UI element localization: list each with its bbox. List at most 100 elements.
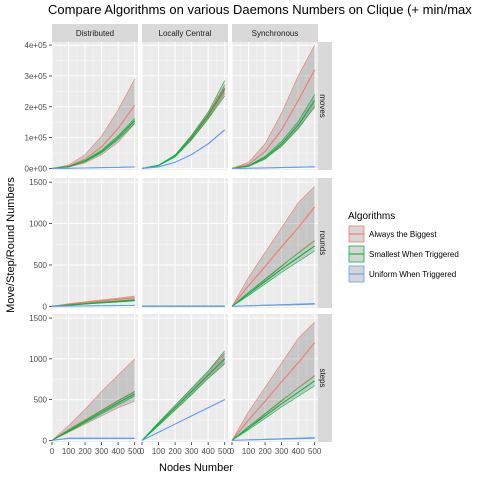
ribbon-always-the-biggest	[232, 186, 315, 307]
x-tick-label: 300	[95, 447, 109, 456]
mean-line-always-the-biggest	[51, 297, 135, 307]
strip-locally-central	[142, 24, 228, 42]
mean-line-smallest-when-triggered	[231, 380, 316, 441]
y-axis-title: Move/Step/Round Numbers	[5, 177, 17, 313]
ribbon-always-the-biggest	[52, 79, 135, 169]
x-tick-label: 100	[242, 447, 256, 456]
min-line-smallest-when-triggered	[141, 363, 225, 441]
panel-rounds-locally-central	[141, 178, 228, 308]
x-tick-label: 0	[140, 447, 145, 456]
mean-line-uniform-when-triggered	[141, 399, 225, 441]
y-tick-label: 2e+05	[25, 103, 48, 112]
x-tick-label: 500	[128, 447, 142, 456]
strip-moves	[314, 42, 332, 170]
x-tick-label: 200	[168, 447, 182, 456]
y-tick-label: 1e+05	[25, 134, 48, 143]
min-line-smallest-when-triggered	[231, 250, 315, 307]
strip-distributed	[52, 24, 138, 42]
legend-label: Uniform When Triggered	[369, 270, 456, 279]
mean-line-always-the-biggest	[231, 69, 316, 169]
y-tick-label: 0e+00	[25, 164, 48, 173]
panel-moves-locally-central	[141, 42, 228, 170]
panel-rounds-distributed: 0 500 1000 1500	[29, 178, 138, 311]
mean-line-smallest-when-triggered	[51, 393, 135, 441]
legend-label: Always the Biggest	[369, 230, 437, 239]
mean-line-always-the-biggest	[231, 342, 316, 441]
panel-background	[52, 178, 138, 308]
x-tick-label: 300	[185, 447, 199, 456]
ribbon-always-the-biggest	[232, 322, 315, 441]
strip-label: Synchronous	[252, 29, 299, 38]
mean-line-uniform-when-triggered	[51, 304, 135, 307]
y-tick-label: 3e+05	[25, 72, 48, 81]
ribbon-always-the-biggest	[52, 358, 135, 441]
max-line-smallest-when-triggered	[231, 240, 315, 307]
y-tick-label: 1500	[29, 314, 47, 323]
max-line-smallest-when-triggered	[231, 375, 315, 441]
x-tick-label: 200	[78, 447, 92, 456]
mean-line-uniform-when-triggered	[231, 437, 315, 441]
mean-line-uniform-when-triggered	[231, 303, 315, 307]
ribbon-smallest-when-triggered	[232, 240, 315, 307]
y-tick-label: 0	[43, 302, 48, 311]
x-axis-title: Nodes Number	[159, 462, 233, 474]
panel-moves-distributed: 0e+00 1e+05 2e+05 3e+05 4e+05	[25, 41, 138, 173]
y-tick-label: 4e+05	[25, 41, 48, 50]
panel-steps-synchronous: 0 100 200 300 400 500	[230, 314, 322, 456]
panel-background	[52, 42, 138, 170]
legend-item-smallest-when-triggered: Smallest When Triggered	[348, 245, 459, 263]
x-tick-label: 500	[218, 447, 232, 456]
y-tick-label: 0	[43, 436, 48, 445]
x-tick-label: 500	[308, 447, 322, 456]
panel-moves-synchronous	[231, 42, 318, 170]
strip-synchronous	[232, 24, 318, 42]
mean-line-uniform-when-triggered	[231, 166, 315, 170]
panel-background	[142, 178, 228, 308]
mean-line-uniform-when-triggered	[51, 166, 135, 170]
y-tick-label: 500	[34, 261, 48, 270]
panel-background	[52, 314, 138, 442]
x-tick-label: 200	[258, 447, 272, 456]
max-line-always-the-biggest	[231, 44, 315, 169]
legend: Algorithms Always the Biggest Smallest Wh…	[348, 211, 459, 283]
mean-line-smallest-when-triggered	[231, 245, 316, 307]
x-tick-label: 400	[201, 447, 215, 456]
y-tick-label: 500	[34, 396, 48, 405]
x-tick-label: 400	[111, 447, 125, 456]
ribbon-always-the-biggest	[232, 45, 315, 169]
strip-label: Locally Central	[159, 29, 212, 38]
legend-item-uniform-when-triggered: Uniform When Triggered	[348, 265, 456, 283]
max-line-always-the-biggest	[231, 186, 315, 307]
min-line-smallest-when-triggered	[231, 385, 315, 441]
strip-rounds	[314, 178, 332, 308]
max-line-always-the-biggest	[231, 321, 315, 441]
y-tick-label: 1000	[29, 220, 47, 229]
mean-line-smallest-when-triggered	[231, 100, 316, 170]
panel-background	[232, 178, 318, 308]
mean-line-smallest-when-triggered	[51, 299, 135, 307]
mean-line-smallest-when-triggered	[51, 120, 136, 170]
max-line-always-the-biggest	[51, 358, 135, 441]
strip-label: Distributed	[76, 29, 114, 38]
x-tick-label: 0	[230, 447, 235, 456]
x-tick-label: 100	[152, 447, 166, 456]
mean-line-smallest-when-triggered	[141, 358, 226, 441]
x-tick-label: 100	[62, 447, 76, 456]
panel-rounds-synchronous	[231, 178, 318, 308]
ribbon-smallest-when-triggered	[232, 375, 315, 441]
mean-line-uniform-when-triggered	[51, 437, 135, 441]
legend-label: Smallest When Triggered	[369, 250, 459, 259]
strip-steps	[314, 314, 332, 442]
x-tick-label: 300	[275, 447, 289, 456]
strip-label: rounds	[318, 231, 327, 255]
mean-line-smallest-when-triggered	[141, 87, 226, 170]
chart-title: Compare Algorithms on various Daemons Nu…	[48, 2, 472, 17]
x-tick-label: 0	[50, 447, 55, 456]
max-line-always-the-biggest	[51, 78, 135, 169]
legend-title: Algorithms	[348, 211, 395, 222]
max-line-smallest-when-triggered	[51, 391, 135, 441]
legend-item-always-the-biggest: Always the Biggest	[348, 225, 437, 243]
mean-line-always-the-biggest	[231, 206, 316, 307]
